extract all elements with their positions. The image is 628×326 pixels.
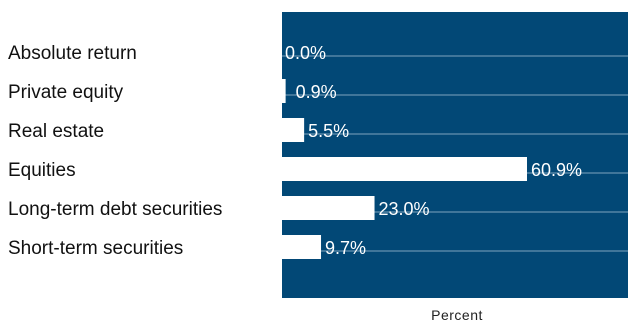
bar [282, 196, 375, 220]
value-label: 0.9% [296, 82, 337, 102]
bar [282, 118, 305, 142]
value-label: 0.0% [285, 43, 326, 63]
x-axis-label: Percent [431, 307, 483, 323]
bar [282, 235, 322, 259]
category-label: Equities [8, 160, 76, 181]
value-label: 23.0% [379, 199, 430, 219]
category-label: Long-term debt securities [8, 199, 222, 220]
category-label: Short-term securities [8, 238, 183, 259]
category-label: Real estate [8, 121, 104, 142]
value-label: 60.9% [531, 160, 582, 180]
value-label: 9.7% [325, 238, 366, 258]
category-label: Absolute return [8, 43, 137, 64]
value-label: 5.5% [308, 121, 349, 141]
bar [282, 79, 286, 103]
category-label: Private equity [8, 82, 124, 103]
plot-panel [282, 12, 628, 298]
bar [282, 157, 527, 181]
